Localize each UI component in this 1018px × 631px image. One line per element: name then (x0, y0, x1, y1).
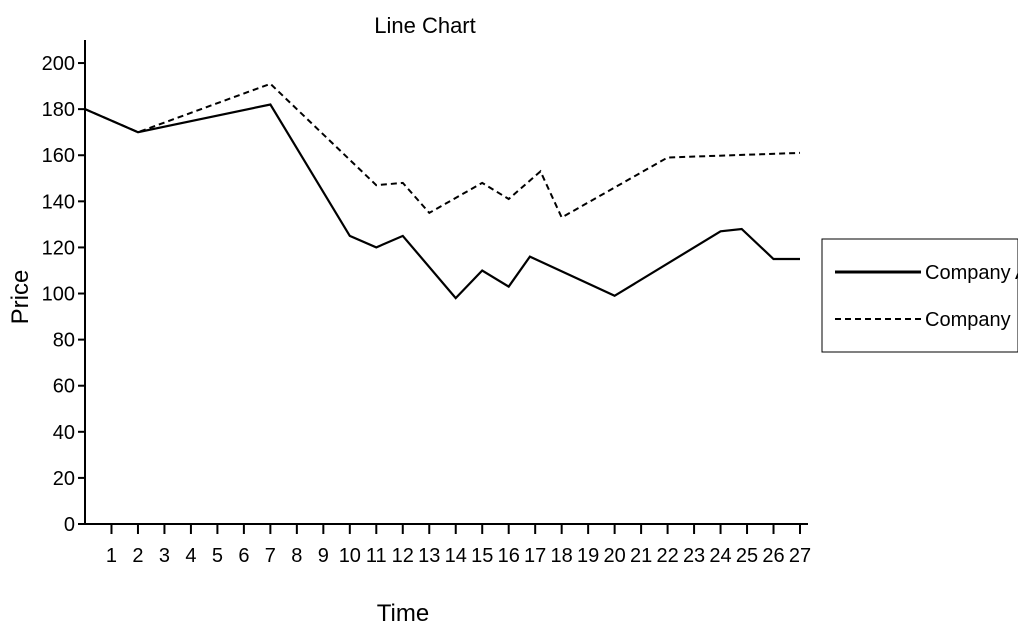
x-tick-label: 10 (339, 545, 361, 567)
x-tick-label: 11 (366, 545, 387, 567)
legend-label-company-b: Company B (925, 309, 1018, 331)
y-tick-label: 20 (53, 468, 75, 490)
y-tick-label: 100 (42, 284, 75, 306)
x-tick-label: 1 (106, 545, 117, 567)
y-axis-label: Price (7, 270, 34, 325)
x-axis-ticks: 1 2 3 4 5 6 7 8 9 10 11 12 13 14 15 16 17 18 19 20 21 22 23 24 2… (106, 524, 811, 567)
x-tick-label: 15 (471, 545, 493, 567)
y-tick-label: 60 (53, 376, 75, 398)
series-layer (84, 82, 801, 300)
x-tick-label: 20 (604, 545, 626, 567)
x-tick-label: 9 (318, 545, 329, 567)
x-tick-label: 25 (736, 545, 758, 567)
x-tick-label: 13 (418, 545, 440, 567)
y-tick-label: 180 (42, 99, 75, 121)
x-tick-label: 8 (291, 545, 302, 567)
x-tick-label: 4 (185, 545, 196, 567)
x-tick-label: 24 (709, 545, 731, 567)
x-tick-label: 3 (159, 545, 170, 567)
x-tick-label: 5 (212, 545, 223, 567)
y-axis-ticks: 0 20 40 60 80 100 120 140 160 180 200 (42, 53, 85, 536)
x-tick-label: 18 (551, 545, 573, 567)
legend-box (821, 238, 1018, 353)
y-tick-label: 80 (53, 330, 75, 352)
x-tick-label: 14 (445, 545, 467, 567)
y-tick-label: 120 (42, 237, 75, 259)
y-tick-label: 140 (42, 191, 75, 213)
y-tick-label: 160 (42, 145, 75, 167)
x-tick-label: 17 (524, 545, 546, 567)
y-tick-label: 200 (42, 53, 75, 75)
x-tick-label: 6 (238, 545, 249, 567)
chart-title: Line Chart (374, 13, 476, 38)
x-tick-label: 19 (577, 545, 599, 567)
series-line-company-b (84, 82, 801, 219)
legend-label-company-a: Company A (925, 262, 1018, 284)
x-axis-label: Time (377, 600, 429, 627)
series-line-company-a (84, 103, 800, 300)
legend: Company A Company B (821, 238, 1018, 353)
x-tick-label: 16 (498, 545, 520, 567)
y-tick-label: 0 (64, 514, 75, 536)
x-tick-label: 7 (265, 545, 276, 567)
x-tick-label: 22 (656, 545, 678, 567)
x-tick-label: 2 (132, 545, 143, 567)
y-tick-label: 40 (53, 422, 75, 444)
x-tick-label: 12 (392, 545, 414, 567)
x-tick-label: 23 (683, 545, 705, 567)
x-tick-label: 21 (630, 545, 652, 567)
x-tick-label: 27 (789, 545, 811, 567)
x-tick-label: 26 (762, 545, 784, 567)
